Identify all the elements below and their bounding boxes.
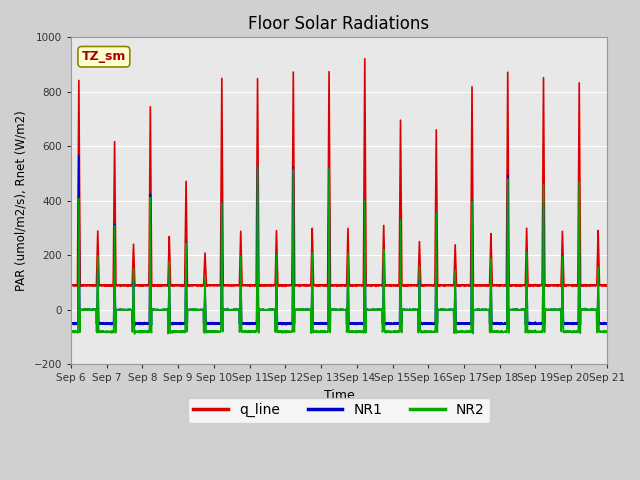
q_line — [217, 254, 225, 260]
NR1 — [75, 153, 83, 159]
NR1 — [182, 240, 190, 246]
q_line — [361, 56, 369, 61]
NR1 — [392, 321, 399, 326]
Line: NR1: NR1 — [71, 156, 607, 326]
NR2 — [401, 307, 408, 312]
NR2 — [253, 164, 261, 169]
q_line — [367, 283, 375, 289]
q_line — [182, 197, 189, 203]
NR1 — [401, 307, 408, 312]
NR2 — [603, 328, 611, 334]
Line: NR2: NR2 — [71, 167, 607, 334]
NR2 — [392, 329, 399, 335]
Title: Floor Solar Radiations: Floor Solar Radiations — [248, 15, 429, 33]
Legend: q_line, NR1, NR2: q_line, NR1, NR2 — [188, 397, 490, 423]
q_line — [67, 282, 75, 288]
Text: TZ_sm: TZ_sm — [82, 50, 126, 63]
NR2 — [67, 328, 75, 334]
NR1 — [67, 320, 75, 326]
q_line — [392, 283, 399, 288]
q_line — [603, 282, 611, 288]
NR1 — [217, 318, 225, 324]
NR2 — [217, 328, 225, 334]
NR1 — [603, 321, 611, 326]
q_line — [401, 282, 408, 288]
Y-axis label: PAR (umol/m2/s), Rnet (W/m2): PAR (umol/m2/s), Rnet (W/m2) — [15, 110, 28, 291]
NR1 — [552, 307, 560, 312]
NR1 — [131, 323, 138, 329]
NR2 — [552, 307, 560, 312]
X-axis label: Time: Time — [324, 389, 355, 402]
NR2 — [603, 329, 611, 335]
q_line — [603, 282, 611, 288]
NR2 — [131, 331, 138, 337]
NR1 — [603, 320, 611, 326]
q_line — [552, 282, 560, 288]
Line: q_line: q_line — [71, 59, 607, 286]
NR2 — [182, 251, 190, 256]
